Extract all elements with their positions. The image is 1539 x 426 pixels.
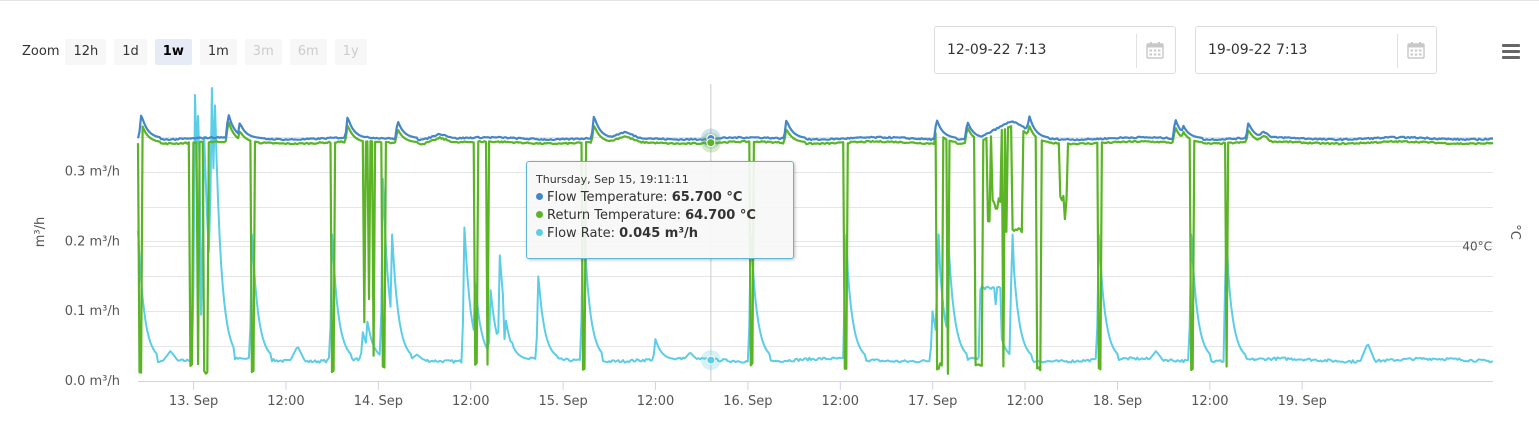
x-tick-label: 12:00 — [637, 394, 674, 409]
x-tick-label: 13. Sep — [169, 394, 218, 409]
x-tick-label: 12:00 — [822, 394, 859, 409]
series-line-flow-temperature — [136, 114, 1494, 142]
tooltip-label: Flow Temperature: — [547, 190, 668, 205]
top-divider — [0, 0, 1539, 1]
legend-dot-icon — [536, 229, 543, 236]
zoom-button-12h[interactable]: 12h — [65, 38, 107, 65]
hamburger-menu-icon[interactable] — [1502, 44, 1520, 62]
date-to-field[interactable]: 19-09-22 7:13 — [1195, 26, 1437, 74]
y-left-tick-label: 0.2 m³/h — [65, 234, 120, 249]
x-tick-label: 16. Sep — [723, 394, 772, 409]
series-line-flow-rate — [137, 87, 1494, 364]
x-tick-label: 12:00 — [452, 394, 489, 409]
x-tick-label: 12:00 — [267, 394, 304, 409]
zoom-button-1y: 1y — [334, 38, 367, 65]
legend-dot-icon — [536, 193, 543, 200]
zoom-button-1m[interactable]: 1m — [199, 38, 237, 65]
tooltip-label: Return Temperature: — [547, 208, 681, 223]
plot-lines — [136, 87, 1494, 375]
x-tick-label: 15. Sep — [538, 394, 587, 409]
zoom-label: Zoom — [22, 44, 60, 59]
y-right-tick-label: 40°C — [1462, 239, 1492, 253]
legend-dot-icon — [536, 211, 543, 218]
y-left-tick-label: 0.1 m³/h — [65, 304, 120, 319]
x-tick-label: 19. Sep — [1278, 394, 1327, 409]
tooltip-value: 0.045 m³/h — [619, 226, 699, 241]
zoom-range-selector: Zoom 12h 1d 1w 1m 3m 6m 1y — [22, 38, 375, 65]
zoom-button-6m: 6m — [289, 38, 327, 65]
y-right-axis-title: °C — [1507, 224, 1522, 240]
gridlines — [138, 137, 1493, 382]
date-to-value: 19-09-22 7:13 — [1208, 42, 1308, 58]
zoom-button-3m: 3m — [244, 38, 282, 65]
hover-markers — [700, 84, 721, 381]
date-from-field[interactable]: 12-09-22 7:13 — [934, 26, 1176, 74]
x-tick-label: 14. Sep — [354, 394, 403, 409]
x-tick-label: 12:00 — [1006, 394, 1043, 409]
chart-tooltip: Thursday, Sep 15, 19:11:11 Flow Temperat… — [526, 161, 794, 259]
tooltip-header: Thursday, Sep 15, 19:11:11 — [536, 173, 689, 186]
axes: 13. Sep 12:00 14. Sep 12:00 15. Sep 12:00 16. … — [33, 165, 1522, 409]
calendar-icon[interactable] — [1146, 41, 1164, 59]
y-left-tick-label: 0.0 m³/h — [65, 374, 120, 389]
zoom-button-1w[interactable]: 1w — [154, 38, 192, 65]
series-line-return-temperature — [136, 121, 1494, 375]
date-from-divider — [1136, 34, 1137, 68]
x-tick-label: 18. Sep — [1093, 394, 1142, 409]
y-left-tick-label: 0.3 m³/h — [65, 165, 120, 180]
calendar-icon[interactable] — [1407, 41, 1425, 59]
tooltip-label: Flow Rate: — [547, 226, 615, 241]
date-to-divider — [1397, 34, 1398, 68]
tooltip-row-flow-temperature: Flow Temperature: 65.700 °C — [536, 189, 784, 207]
hover-point-return-temperature — [706, 138, 716, 148]
hover-point-flow-rate — [706, 355, 716, 365]
date-from-value: 12-09-22 7:13 — [947, 42, 1047, 58]
tooltip-value: 65.700 °C — [671, 190, 743, 205]
tooltip-row-return-temperature: Return Temperature: 64.700 °C — [536, 207, 784, 225]
x-tick-label: 17. Sep — [908, 394, 957, 409]
y-left-axis-title: m³/h — [33, 217, 48, 248]
zoom-button-1d[interactable]: 1d — [114, 38, 147, 65]
x-tick-label: 12:00 — [1191, 394, 1228, 409]
tooltip-value: 64.700 °C — [685, 208, 756, 223]
tooltip-row-flow-rate: Flow Rate: 0.045 m³/h — [536, 225, 784, 243]
